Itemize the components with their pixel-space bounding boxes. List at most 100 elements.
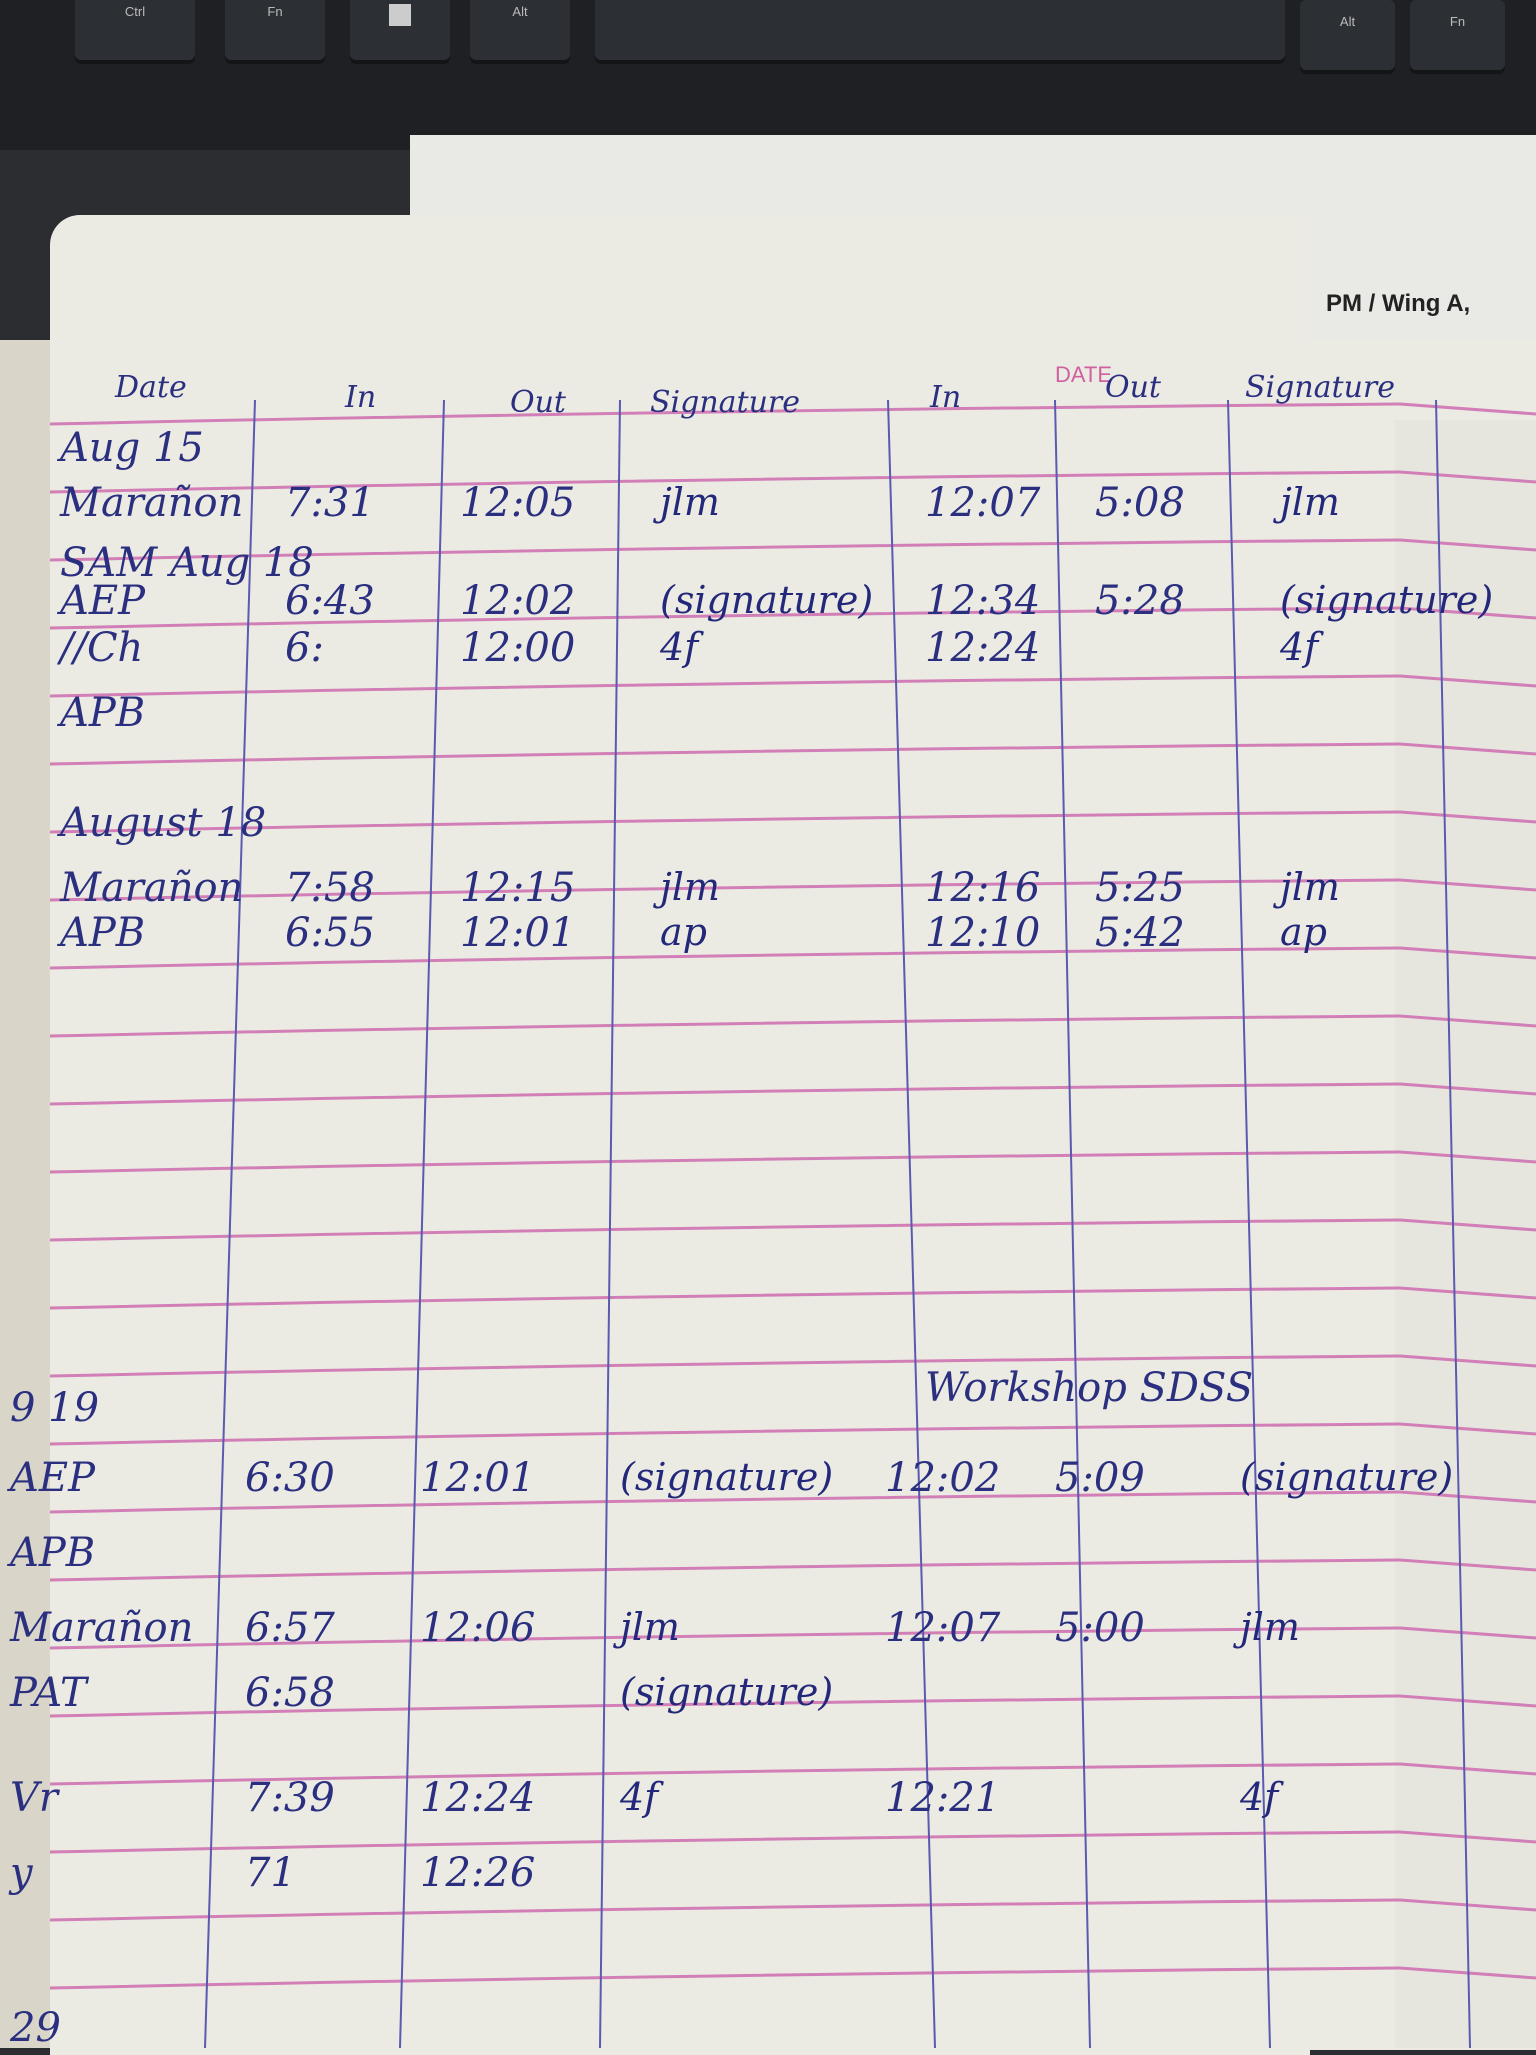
- entry-label: APB: [10, 1530, 96, 1576]
- entry-am-out: 12:24: [420, 1775, 536, 1821]
- fn-key-right: Fn: [1410, 0, 1505, 70]
- entry-am-out: 12:06: [420, 1605, 536, 1651]
- entry-pm-sig: 4f: [1240, 1775, 1279, 1819]
- column-line: [599, 399, 621, 2048]
- entry-am-sig: 4f: [620, 1775, 659, 1819]
- entry-pm-sig: 4f: [1280, 625, 1319, 669]
- entry-am-in: 6:30: [245, 1455, 335, 1501]
- header-am-in: In: [345, 380, 377, 415]
- header-pm-out: Out: [1105, 370, 1161, 405]
- ruled-line: [49, 742, 1536, 766]
- ruled-line: [49, 1422, 1536, 1446]
- space-key: [595, 0, 1285, 60]
- entry-am-in: 6:43: [285, 578, 375, 624]
- alt-key: Alt: [470, 0, 570, 60]
- ruled-line: [49, 674, 1536, 698]
- ruled-line: [49, 1626, 1536, 1650]
- keyboard: Ctrl Fn Alt Alt Fn: [0, 0, 1536, 150]
- entry-pm-out: 5:42: [1095, 910, 1185, 956]
- entry-am-sig: (signature): [620, 1455, 834, 1499]
- entry-label: APB: [60, 690, 146, 736]
- column-line: [1227, 399, 1271, 2048]
- ruled-line: [49, 1082, 1536, 1106]
- ruled-line: [49, 1694, 1536, 1718]
- column-line: [887, 399, 936, 2048]
- entry-pm-in: 12:07: [885, 1605, 1001, 1651]
- ruled-line: [49, 1898, 1536, 1922]
- entry-label: Marañon: [60, 865, 244, 911]
- header-am-signature: Signature: [650, 385, 801, 420]
- column-line: [204, 399, 256, 2048]
- windows-icon: [389, 4, 411, 26]
- ruled-line: [49, 878, 1536, 902]
- entry-pm-sig: (signature): [1240, 1455, 1454, 1499]
- header-date: Date: [115, 370, 187, 405]
- ruled-line: [49, 1354, 1536, 1378]
- entry-am-in: 7:31: [285, 480, 375, 526]
- entry-pm-out: 5:25: [1095, 865, 1185, 911]
- ruled-line: [49, 810, 1536, 834]
- entry-label: APB: [60, 910, 146, 956]
- ruled-line: [49, 1558, 1536, 1582]
- windows-key: [350, 0, 450, 60]
- entry-pm-out: 5:00: [1055, 1605, 1145, 1651]
- entry-am-in: 7:58: [285, 865, 375, 911]
- entry-am-out: 12:01: [420, 1455, 536, 1501]
- entry-am-in: 6:: [285, 625, 324, 671]
- entry-label: August 18: [60, 800, 267, 846]
- column-line: [1435, 399, 1471, 2048]
- date-stamp: DATE: [1055, 362, 1113, 387]
- entry-am-in: 6:55: [285, 910, 375, 956]
- column-line: [399, 399, 445, 2048]
- entry-label: Marañon: [10, 1605, 194, 1651]
- entry-am-sig: 4f: [660, 625, 699, 669]
- ruled-line: [49, 606, 1536, 630]
- ruled-line: [49, 1762, 1536, 1786]
- entry-pm-sig: (signature): [1280, 578, 1494, 622]
- entry-am-in: 71: [245, 1850, 296, 1896]
- entry-label: 29: [10, 2005, 61, 2051]
- entry-pm-out: 5:09: [1055, 1455, 1145, 1501]
- entry-label: Aug 15: [60, 425, 204, 471]
- entry-am-out: 12:26: [420, 1850, 536, 1896]
- entry-am-out: 12:00: [460, 625, 576, 671]
- entry-pm-in: 12:10: [925, 910, 1041, 956]
- entry-note: Workshop SDSS: [925, 1365, 1254, 1411]
- entry-pm-in: 12:02: [885, 1455, 1001, 1501]
- entry-am-sig: jlm: [660, 480, 720, 524]
- entry-label: AEP: [60, 578, 145, 624]
- entry-pm-in: 12:21: [885, 1775, 1001, 1821]
- entry-label: //Ch: [60, 625, 144, 671]
- entry-am-sig: ap: [660, 910, 707, 954]
- column-line: [1054, 399, 1091, 2048]
- ruled-line: [49, 1830, 1536, 1854]
- entry-am-sig: jlm: [660, 865, 720, 909]
- entry-pm-sig: jlm: [1240, 1605, 1300, 1649]
- ruled-line: [49, 1150, 1536, 1174]
- entry-pm-sig: ap: [1280, 910, 1327, 954]
- entry-am-in: 6:57: [245, 1605, 335, 1651]
- ruled-line: [49, 1218, 1536, 1242]
- entry-pm-in: 12:07: [925, 480, 1041, 526]
- ruled-line: [49, 946, 1536, 970]
- entry-label: AEP: [10, 1455, 95, 1501]
- ruled-line: [49, 402, 1536, 426]
- entry-pm-sig: jlm: [1280, 865, 1340, 909]
- entry-am-sig: (signature): [620, 1670, 834, 1714]
- ruled-line: [49, 1014, 1536, 1038]
- ruled-line: [49, 1966, 1536, 1990]
- entry-pm-out: 5:28: [1095, 578, 1185, 624]
- entry-pm-in: 12:24: [925, 625, 1041, 671]
- logbook-page: [50, 215, 1310, 2055]
- header-pm-in: In: [930, 380, 962, 415]
- ruled-line: [49, 470, 1536, 494]
- entry-label: Vr: [10, 1775, 59, 1821]
- entry-am-sig: jlm: [620, 1605, 680, 1649]
- header-pm-signature: Signature: [1245, 370, 1396, 405]
- entry-am-in: 7:39: [245, 1775, 335, 1821]
- entry-am-out: 12:15: [460, 865, 576, 911]
- entry-am-sig: (signature): [660, 578, 874, 622]
- adjacent-page: [1395, 420, 1536, 2048]
- entry-pm-sig: jlm: [1280, 480, 1340, 524]
